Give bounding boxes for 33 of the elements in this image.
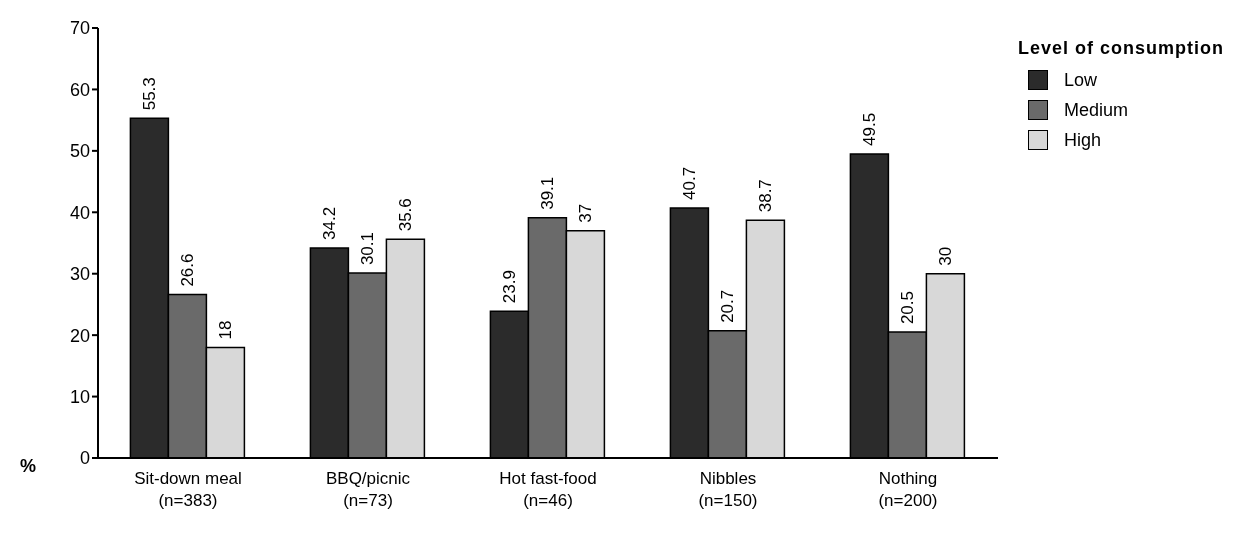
data-label: 37: [575, 203, 595, 223]
y-tick-label: 40: [69, 202, 90, 223]
y-axis-title: %: [20, 456, 37, 477]
data-label: 30.1: [357, 232, 377, 266]
data-label: 35.6: [395, 198, 415, 232]
data-label: 20.5: [897, 290, 917, 325]
data-label: 23.9: [499, 270, 519, 304]
x-tick-label: BBQ/picnic (n=73): [325, 469, 411, 510]
data-label: 55.3: [139, 77, 159, 111]
data-label: 49.5: [859, 112, 879, 146]
y-tick-label: 10: [69, 386, 90, 407]
y-tick-label: 0: [79, 448, 90, 469]
data-label: 40.7: [679, 166, 699, 200]
data-label: 26.6: [177, 253, 197, 287]
y-tick-label: 30: [69, 264, 90, 285]
x-tick-label: Nothing (n=200): [878, 469, 938, 510]
y-tick-label: 20: [69, 325, 90, 346]
legend-title: Level of consumption: [1018, 38, 1225, 59]
data-label: 34.2: [319, 206, 339, 240]
y-tick-label: 70: [69, 18, 90, 39]
legend-label: High: [1064, 129, 1102, 151]
data-label: 20.7: [717, 289, 737, 323]
data-label: 30: [935, 246, 955, 266]
data-label: 38.7: [755, 179, 775, 213]
data-label: 18: [215, 320, 235, 340]
y-tick-label: 60: [69, 79, 90, 100]
legend-label: Low: [1064, 69, 1098, 91]
legend-label: Medium: [1064, 99, 1129, 121]
x-tick-label: Nibbles (n=150): [698, 469, 758, 510]
x-tick-label: Sit-down meal (n=383): [134, 469, 242, 510]
data-label: 39.1: [537, 176, 557, 210]
y-tick-label: 50: [69, 141, 90, 162]
x-tick-label: Hot fast-food (n=46): [499, 469, 597, 510]
